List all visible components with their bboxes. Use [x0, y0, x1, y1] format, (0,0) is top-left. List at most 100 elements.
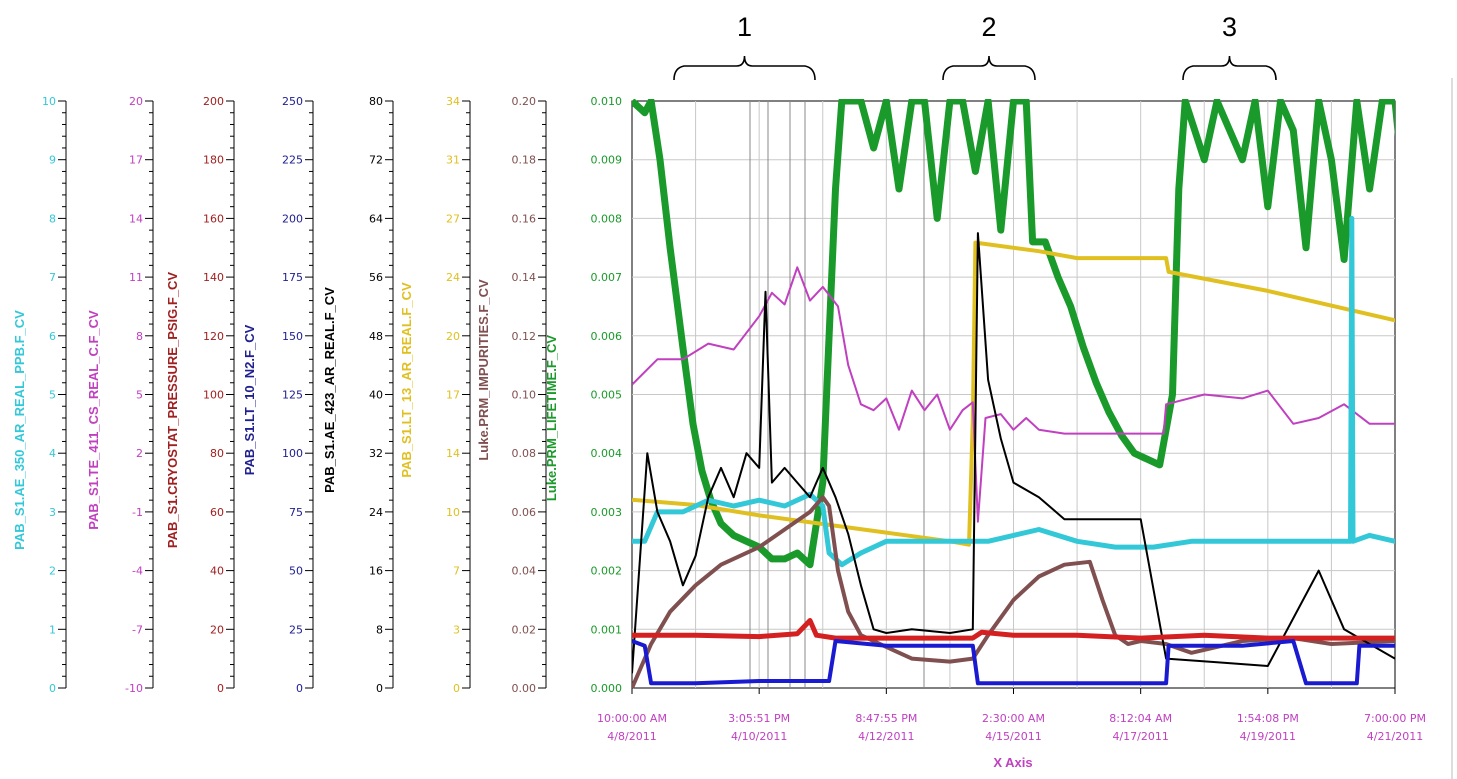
y-axis-5: 34 31 27 24 20 17 14 10 7 3 0 PAB_S1.LT_13_AR_REAL.… — [399, 95, 471, 695]
y-tick-label: 200 — [282, 212, 303, 225]
y-tick-label: 0.14 — [512, 271, 537, 284]
y-tick-label: 7 — [49, 271, 56, 284]
y-tick-label: 0.02 — [512, 623, 537, 636]
y-tick-label: 20 — [129, 95, 143, 108]
y-tick-label: 11 — [129, 271, 143, 284]
y-tick-label: 0.005 — [591, 389, 623, 402]
y-tick-label: 75 — [289, 506, 303, 519]
annotation-label-1: 1 — [737, 12, 752, 42]
series-line-7 — [632, 639, 1395, 686]
y-tick-label: 31 — [446, 154, 460, 167]
y-axis-title: PAB_S1.TE_411_CS_REAL_C.F_CV — [86, 310, 101, 530]
x-tick-time: 3:05:51 PM — [728, 712, 790, 725]
annotation-brace-3 — [1182, 55, 1277, 81]
x-tick-time: 8:12:04 AM — [1109, 712, 1172, 725]
y-axis-1: 20 17 14 11 8 5 2 -1 -4 -7 -10 PAB_S1.TE_411_CS_REA… — [86, 95, 154, 695]
y-axis-3: 2502252001751501251007550250PAB_S1.LT_10… — [242, 95, 314, 695]
annotation-layer: 1 2 3 — [673, 12, 1277, 81]
y-tick-label: 0 — [296, 682, 303, 695]
y-tick-label: 2 — [49, 565, 56, 578]
y-tick-label: 72 — [369, 154, 383, 167]
y-tick-label: 40 — [369, 389, 383, 402]
x-tick-time: 1:54:08 PM — [1237, 712, 1299, 725]
y-tick-label: 64 — [369, 212, 383, 225]
y-axis-6: 0.20 0.18 0.16 0.14 0.12 0.10 0.08 0.06 0.04 0.02… — [476, 95, 547, 695]
x-tick-date: 4/8/2011 — [607, 730, 656, 743]
y-axis-title: PAB_S1.LT_13_AR_REAL.F_CV — [399, 282, 414, 478]
y-tick-label: 60 — [210, 506, 224, 519]
annotation-brace-2 — [942, 55, 1036, 81]
y-tick-label: 10 — [446, 506, 460, 519]
y-tick-label: 3 — [453, 623, 460, 636]
y-tick-label: 80 — [210, 447, 224, 460]
y-tick-label: 20 — [446, 330, 460, 343]
y-tick-label: 120 — [203, 330, 224, 343]
y-tick-label: 48 — [369, 330, 383, 343]
y-tick-label: 7 — [453, 565, 460, 578]
y-tick-label: 0.18 — [512, 154, 537, 167]
y-tick-label: -4 — [132, 565, 143, 578]
y-tick-label: 0.010 — [591, 95, 623, 108]
y-tick-label: 10 — [42, 95, 56, 108]
y-tick-label: 50 — [289, 565, 303, 578]
series-line-0 — [632, 99, 1395, 569]
x-tick-date: 4/15/2011 — [985, 730, 1041, 743]
y-tick-label: 3 — [49, 506, 56, 519]
y-tick-label: 0.000 — [591, 682, 623, 695]
series-group — [632, 99, 1395, 689]
x-axis-title: X Axis — [993, 755, 1032, 770]
y-tick-label: 0.001 — [591, 623, 623, 636]
y-tick-label: 1 — [49, 623, 56, 636]
y-tick-label: 0.08 — [512, 447, 537, 460]
x-tick-date: 4/12/2011 — [858, 730, 914, 743]
y-tick-label: 17 — [446, 389, 460, 402]
y-tick-label: 0.004 — [591, 447, 623, 460]
y-tick-label: 8 — [136, 330, 143, 343]
y-tick-label: 140 — [203, 271, 224, 284]
y-axis-title: Luke.PRM_LIFETIME.F_CV — [544, 335, 559, 501]
y-tick-label: 250 — [282, 95, 303, 108]
y-axis-7: 0.010 0.009 0.008 0.007 0.006 0.005 0.004 0.003… — [544, 95, 622, 695]
y-tick-label: 0.007 — [591, 271, 623, 284]
y-tick-label: 160 — [203, 212, 224, 225]
y-tick-label: 17 — [129, 154, 143, 167]
y-axis-2: 200180160140120100806040200PAB_S1.CRYOST… — [165, 95, 235, 695]
series-line-5 — [632, 232, 1395, 674]
x-tick-date: 4/19/2011 — [1240, 730, 1296, 743]
x-tick-time: 8:47:55 PM — [855, 712, 917, 725]
y-tick-label: 0.009 — [591, 154, 623, 167]
y-tick-label: 225 — [282, 154, 303, 167]
series-line-1 — [632, 240, 1395, 547]
y-tick-label: 27 — [446, 212, 460, 225]
y-tick-label: 8 — [376, 623, 383, 636]
y-tick-label: 14 — [446, 447, 460, 460]
y-tick-label: 32 — [369, 447, 383, 460]
y-tick-label: 0 — [376, 682, 383, 695]
x-tick-time: 2:30:00 AM — [982, 712, 1045, 725]
y-tick-label: 6 — [49, 330, 56, 343]
y-tick-label: 0.16 — [512, 212, 537, 225]
y-tick-label: 24 — [446, 271, 460, 284]
y-tick-label: 5 — [49, 389, 56, 402]
y-tick-label: 40 — [210, 565, 224, 578]
y-tick-label: 0 — [217, 682, 224, 695]
y-tick-label: 0.008 — [591, 212, 623, 225]
y-tick-label: 100 — [203, 389, 224, 402]
y-tick-label: 20 — [210, 623, 224, 636]
y-tick-label: 5 — [136, 389, 143, 402]
y-axis-title: PAB_S1.CRYOSTAT_PRESSURE_PSIG.F_CV — [165, 272, 180, 549]
y-tick-label: 8 — [49, 212, 56, 225]
y-tick-label: 24 — [369, 506, 383, 519]
y-tick-label: 0 — [49, 682, 56, 695]
y-tick-label: 0.002 — [591, 565, 623, 578]
y-axis-title: PAB_S1.AE_350_AR_REAL_PPB.F_CV — [12, 310, 27, 550]
y-tick-label: 0.006 — [591, 330, 623, 343]
y-axes: 109876543210PAB_S1.AE_350_AR_REAL_PPB.F_… — [12, 95, 622, 695]
x-tick-date: 4/17/2011 — [1112, 730, 1168, 743]
x-tick-time: 7:00:00 PM — [1364, 712, 1426, 725]
y-tick-label: 4 — [49, 447, 56, 460]
y-tick-label: 0.12 — [512, 330, 537, 343]
y-tick-label: 0 — [453, 682, 460, 695]
plot-area — [631, 99, 1396, 689]
